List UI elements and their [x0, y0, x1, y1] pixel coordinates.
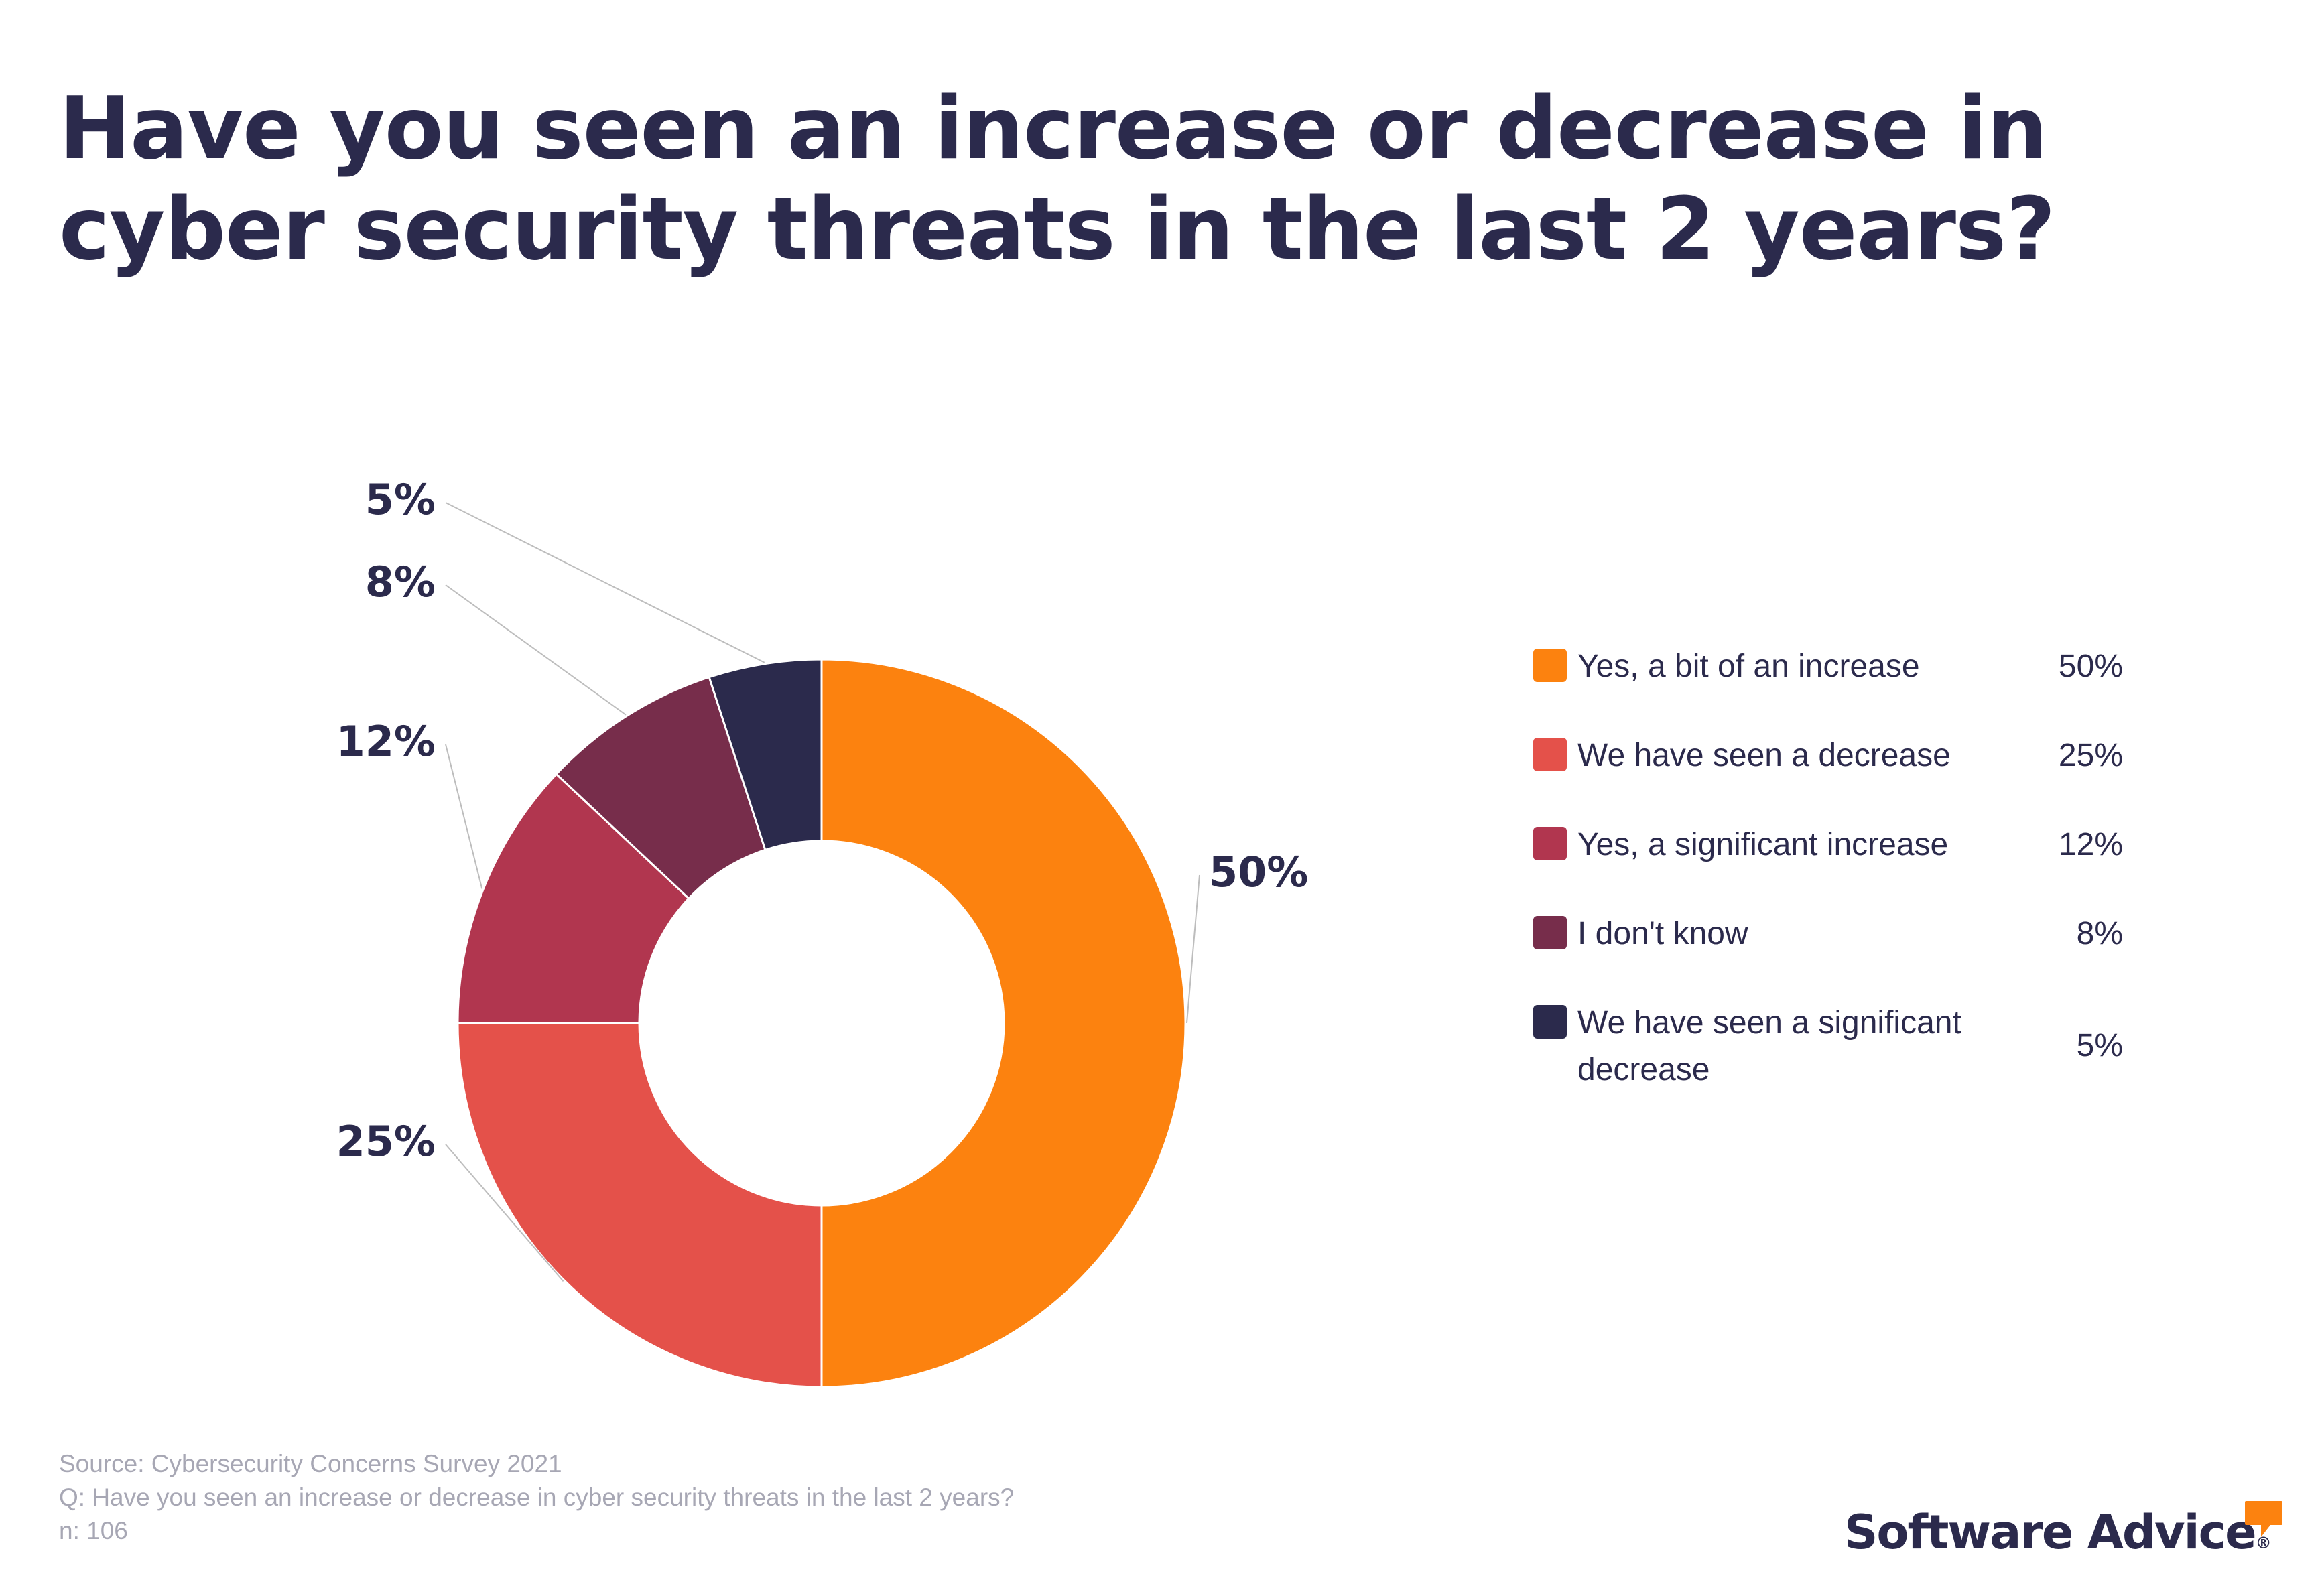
slice-significant-decrease: [708, 658, 823, 852]
chart-title-line-1: Have you seen an increase or decrease in: [59, 79, 2048, 179]
leader-line-significant-decrease: [445, 502, 765, 663]
slice-significant-increase: [456, 773, 690, 1024]
legend-swatch: [1533, 827, 1567, 860]
leader-line-significant-increase: [445, 744, 483, 889]
legend-swatch: [1533, 1005, 1567, 1039]
sample-size-line: n: 106: [59, 1517, 128, 1544]
data-label-bit-increase: 50%: [1209, 848, 1308, 897]
source-line: Source: Cybersecurity Concerns Survey 20…: [59, 1450, 562, 1477]
brand-name: Software Advice®: [1844, 1496, 2272, 1580]
legend-label: We have seen a significant decrease: [1577, 1005, 1961, 1087]
legend-item-dont-know: I don't know 8%: [1533, 911, 2123, 1000]
legend-label: We have seen a decrease: [1577, 738, 1951, 773]
data-label-significant-increase: 12%: [336, 717, 436, 766]
legend-value: 25%: [2058, 738, 2123, 773]
legend-swatch: [1533, 738, 1567, 771]
speech-bubble-icon: [2245, 1501, 2282, 1537]
legend-item-bit-increase: Yes, a bit of an increase 50%: [1533, 643, 2123, 732]
leader-line-dont-know: [445, 584, 627, 716]
brand-name-text: Software Advice: [1844, 1505, 2257, 1560]
donut-slices: [456, 658, 1187, 1388]
legend-swatch: [1533, 916, 1567, 949]
data-label-decrease: 25%: [336, 1117, 436, 1166]
legend-value: 12%: [2058, 827, 2123, 862]
question-line: Q: Have you seen an increase or decrease…: [59, 1483, 1015, 1511]
legend-label: Yes, a bit of an increase: [1577, 649, 1920, 684]
data-label-dont-know: 8%: [365, 557, 436, 606]
slice-data-labels: 50% 25% 12% 8% 5%: [336, 475, 1309, 1166]
chart-title-line-2: cyber security threats in the last 2 yea…: [59, 180, 2055, 279]
legend-value: 50%: [2058, 649, 2123, 684]
source-notes: Source: Cybersecurity Concerns Survey 20…: [59, 1447, 1014, 1548]
legend-label: Yes, a significant increase: [1577, 827, 1949, 862]
legend-value: 5%: [2076, 1028, 2123, 1063]
slice-dont-know: [555, 675, 767, 900]
leader-line-decrease: [445, 1144, 564, 1282]
registered-mark: ®: [2255, 1534, 2272, 1552]
legend-item-decrease: We have seen a decrease 25%: [1533, 732, 2123, 821]
slice-decrease: [456, 1022, 823, 1388]
legend-item-significant-increase: Yes, a significant increase 12%: [1533, 821, 2123, 911]
data-label-significant-decrease: 5%: [365, 475, 436, 524]
chart-title: Have you seen an increase or decrease in…: [59, 79, 2055, 280]
slice-leader-lines: [445, 502, 1200, 1282]
chart-legend: Yes, a bit of an increase 50% We have se…: [1533, 643, 2123, 1120]
legend-swatch: [1533, 649, 1567, 682]
legend-value: 8%: [2076, 916, 2123, 951]
legend-label: I don't know: [1577, 916, 1748, 951]
legend-item-significant-decrease: We have seen a significant decrease 5%: [1533, 1000, 2123, 1120]
slice-bit-increase: [820, 658, 1187, 1388]
leader-line-bit-increase: [1186, 874, 1200, 1024]
software-advice-logo: Software Advice®: [1844, 1496, 2286, 1569]
